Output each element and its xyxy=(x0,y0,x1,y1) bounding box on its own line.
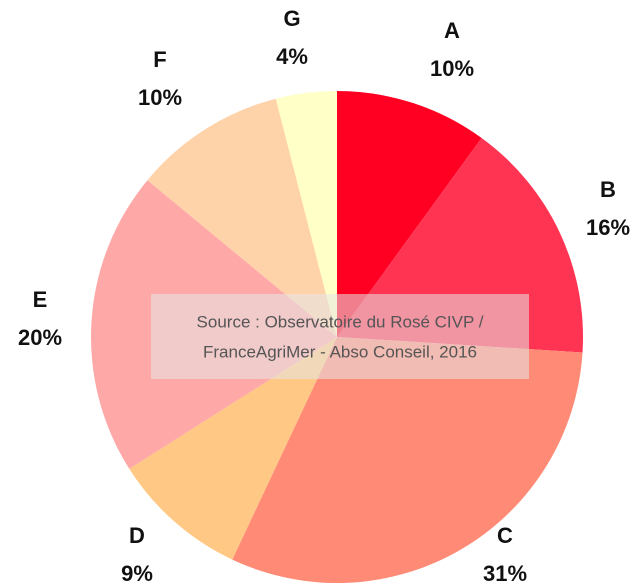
slice-category: A xyxy=(444,18,460,43)
pie-slice xyxy=(147,98,337,337)
slice-value-label: 9% xyxy=(121,561,153,584)
slice-category: E xyxy=(33,287,48,312)
slice-category: F xyxy=(153,47,166,72)
slice-value-label: 10% xyxy=(138,85,182,110)
annotation: Source : Observatoire du Rosé CIVP / xyxy=(197,312,484,331)
slice-value-label: 16% xyxy=(586,215,630,240)
annotation: FranceAgriMer - Abso Conseil, 2016 xyxy=(203,342,477,361)
slice-category: B xyxy=(600,177,616,202)
slice-category: C xyxy=(497,523,513,548)
slice-category: G xyxy=(283,6,300,31)
slice-value-label: 31% xyxy=(483,561,527,584)
pie-slice xyxy=(337,91,482,337)
pie-slice xyxy=(275,91,337,337)
slice-category: D xyxy=(129,523,145,548)
slice-value-label: 20% xyxy=(18,325,62,350)
annotation-box xyxy=(151,294,529,379)
pie-slice xyxy=(129,337,337,560)
slice-value-label: 4% xyxy=(276,44,308,69)
pie-slice xyxy=(232,337,583,583)
slice-value-label: 10% xyxy=(430,56,474,81)
